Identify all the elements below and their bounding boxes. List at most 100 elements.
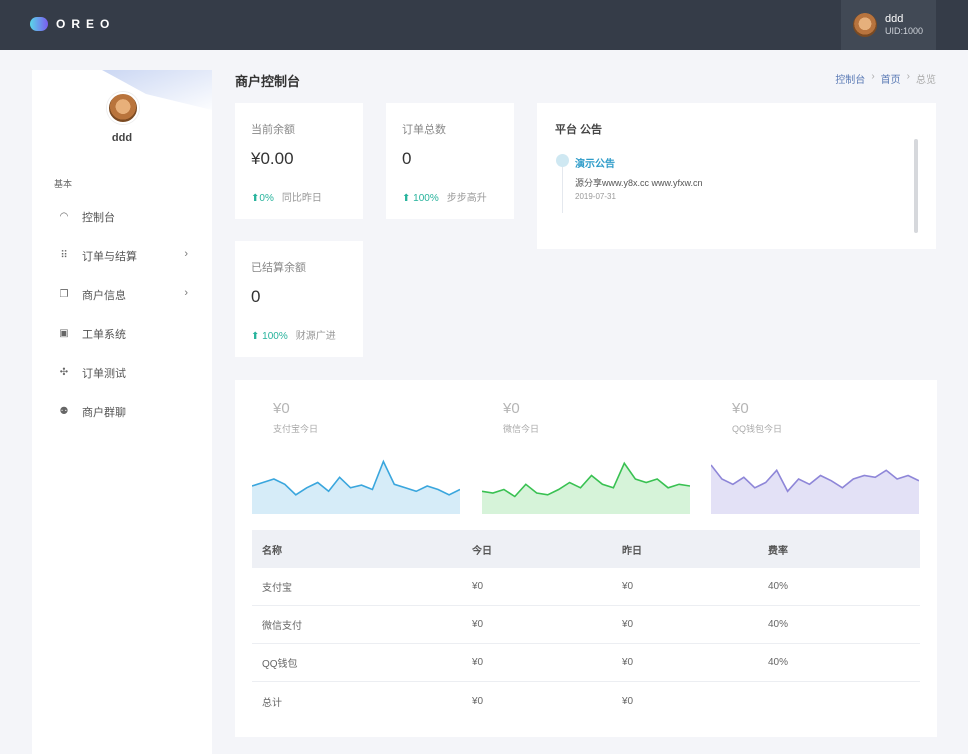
cell-yesterday: ¥0 (622, 657, 634, 668)
cell-yesterday: ¥0 (622, 695, 634, 707)
wechat-sparkline (482, 461, 690, 514)
notice-title: 平台 公告 (555, 124, 603, 136)
user-uid: UID:1000 (885, 26, 924, 36)
test-icon: ✣ (59, 367, 69, 378)
qq-label: QQ钱包今日 (732, 424, 783, 434)
chevron-right-icon: › (184, 248, 188, 260)
breadcrumb-home[interactable]: 首页 (880, 75, 901, 86)
top-bar: OREO ddd UID:1000 (0, 0, 968, 50)
sparkline-area (482, 463, 690, 514)
sidebar-item-label: 订单测试 (82, 367, 126, 380)
sidebar-avatar[interactable] (107, 92, 139, 124)
cell-today: ¥0 (472, 619, 484, 630)
ticket-icon: ▣ (59, 328, 69, 339)
orders-card: 订单总数 0 ⬆ 100% 步步高升 (386, 103, 514, 219)
table-header: 名称 今日 昨日 费率 (252, 530, 920, 568)
cell-name: 总计 (262, 697, 282, 709)
balance-footer: ⬆0% 同比昨日 (251, 189, 322, 204)
balance-trend: ⬆0% (251, 193, 274, 204)
col-today: 今日 (472, 545, 492, 557)
document-icon: ❐ (59, 289, 69, 300)
channel-table: 名称 今日 昨日 费率 支付宝 ¥0 ¥0 40% 微信支付 ¥0 ¥0 40%… (252, 530, 920, 720)
settled-note: 财源广进 (295, 331, 336, 342)
cell-yesterday: ¥0 (622, 619, 634, 630)
sidebar-item-group-chat[interactable]: ⚉ 商户群聊 (32, 392, 212, 431)
table-row: 微信支付 ¥0 ¥0 40% (252, 606, 920, 644)
sparkline-line (482, 461, 690, 498)
breadcrumb-separator: › (871, 71, 875, 82)
sidebar-item-label: 工单系统 (82, 328, 126, 341)
arrow-up-icon: ⬆ (402, 193, 414, 204)
arrow-up-icon: ⬆ (251, 193, 260, 204)
sparkline-area (711, 465, 919, 514)
breadcrumb: 控制台 › 首页 › 总览 (835, 71, 936, 86)
sidebar-section-label: 基本 (54, 179, 73, 189)
logo-icon (30, 17, 48, 31)
notice-item-body: 源分享www.y8x.cc www.yfxw.cn (575, 178, 703, 188)
notice-scrollbar[interactable] (914, 139, 918, 233)
col-name: 名称 (262, 545, 282, 557)
settled-value: 0 (251, 287, 261, 306)
channel-panel: ¥0 支付宝今日 ¥0 微信今日 ¥0 QQ钱包今日 名称 今日 昨日 费率 支… (235, 380, 937, 737)
grid-icon: ⠿ (60, 250, 68, 261)
breadcrumb-separator: › (906, 71, 910, 82)
settled-trend: ⬆ 100% (251, 331, 288, 342)
table-row: 支付宝 ¥0 ¥0 40% (252, 568, 920, 606)
sparkline-area (252, 461, 460, 514)
col-yesterday: 昨日 (622, 545, 642, 557)
cell-today: ¥0 (472, 695, 484, 707)
sidebar-item-label: 商户信息 (82, 289, 126, 302)
qq-sparkline (711, 464, 919, 514)
breadcrumb-current: 总览 (916, 75, 936, 86)
orders-label: 订单总数 (402, 124, 446, 136)
sidebar-item-order-test[interactable]: ✣ 订单测试 (32, 353, 212, 392)
sidebar-item-label: 控制台 (82, 211, 115, 224)
orders-pct: 100% (413, 193, 439, 204)
breadcrumb-dashboard[interactable]: 控制台 (835, 75, 866, 86)
user-name: ddd (885, 13, 904, 25)
balance-pct: 0% (259, 193, 274, 204)
cell-name: 支付宝 (262, 583, 292, 594)
timeline-line (562, 159, 563, 213)
group-icon: ⚉ (59, 406, 69, 417)
orders-trend: ⬆ 100% (402, 193, 439, 204)
cell-name: QQ钱包 (262, 659, 298, 670)
orders-footer: ⬆ 100% 步步高升 (402, 189, 487, 204)
logo-text: OREO (56, 17, 116, 31)
user-menu[interactable]: ddd UID:1000 (841, 0, 936, 50)
alipay-label: 支付宝今日 (273, 424, 319, 434)
settled-footer: ⬆ 100% 财源广进 (251, 327, 336, 342)
avatar (853, 13, 877, 37)
sidebar-user-name: ddd (111, 132, 133, 144)
sidebar: ddd 基本 ◠ 控制台 ⠿ 订单与结算 › ❐ 商户信息 › ▣ 工单系统 ✣… (32, 70, 212, 754)
notice-item-date: 2019-07-31 (575, 192, 616, 201)
balance-card: 当前余额 ¥0.00 ⬆0% 同比昨日 (235, 103, 363, 219)
orders-value: 0 (402, 149, 412, 168)
logo[interactable]: OREO (30, 17, 115, 31)
qq-amount: ¥0 (732, 400, 749, 417)
sidebar-item-tickets[interactable]: ▣ 工单系统 (32, 314, 212, 353)
arrow-up-icon: ⬆ (251, 331, 263, 342)
sidebar-item-merchant-info[interactable]: ❐ 商户信息 › (32, 275, 212, 314)
cell-rate: 40% (768, 619, 789, 630)
balance-note: 同比昨日 (281, 193, 322, 204)
sidebar-item-dashboard[interactable]: ◠ 控制台 (32, 197, 212, 236)
sidebar-item-label: 商户群聊 (82, 406, 126, 419)
notice-item-title[interactable]: 演示公告 (575, 159, 615, 170)
cell-rate: 40% (768, 657, 789, 668)
table-row: QQ钱包 ¥0 ¥0 40% (252, 644, 920, 682)
sidebar-menu: ◠ 控制台 ⠿ 订单与结算 › ❐ 商户信息 › ▣ 工单系统 ✣ 订单测试 ⚉… (32, 197, 212, 431)
settled-pct: 100% (262, 331, 288, 342)
alipay-amount: ¥0 (273, 400, 290, 417)
cell-rate: 40% (768, 581, 789, 592)
cell-today: ¥0 (472, 657, 484, 668)
page-title: 商户控制台 (235, 74, 301, 89)
wechat-label: 微信今日 (503, 424, 540, 434)
sparkline-line (711, 464, 919, 493)
cell-yesterday: ¥0 (622, 581, 634, 592)
cell-today: ¥0 (472, 581, 484, 592)
settled-label: 已结算余额 (251, 262, 306, 274)
cell-name: 微信支付 (262, 621, 302, 632)
sidebar-item-orders[interactable]: ⠿ 订单与结算 › (32, 236, 212, 275)
table-row: 总计 ¥0 ¥0 (252, 682, 920, 720)
